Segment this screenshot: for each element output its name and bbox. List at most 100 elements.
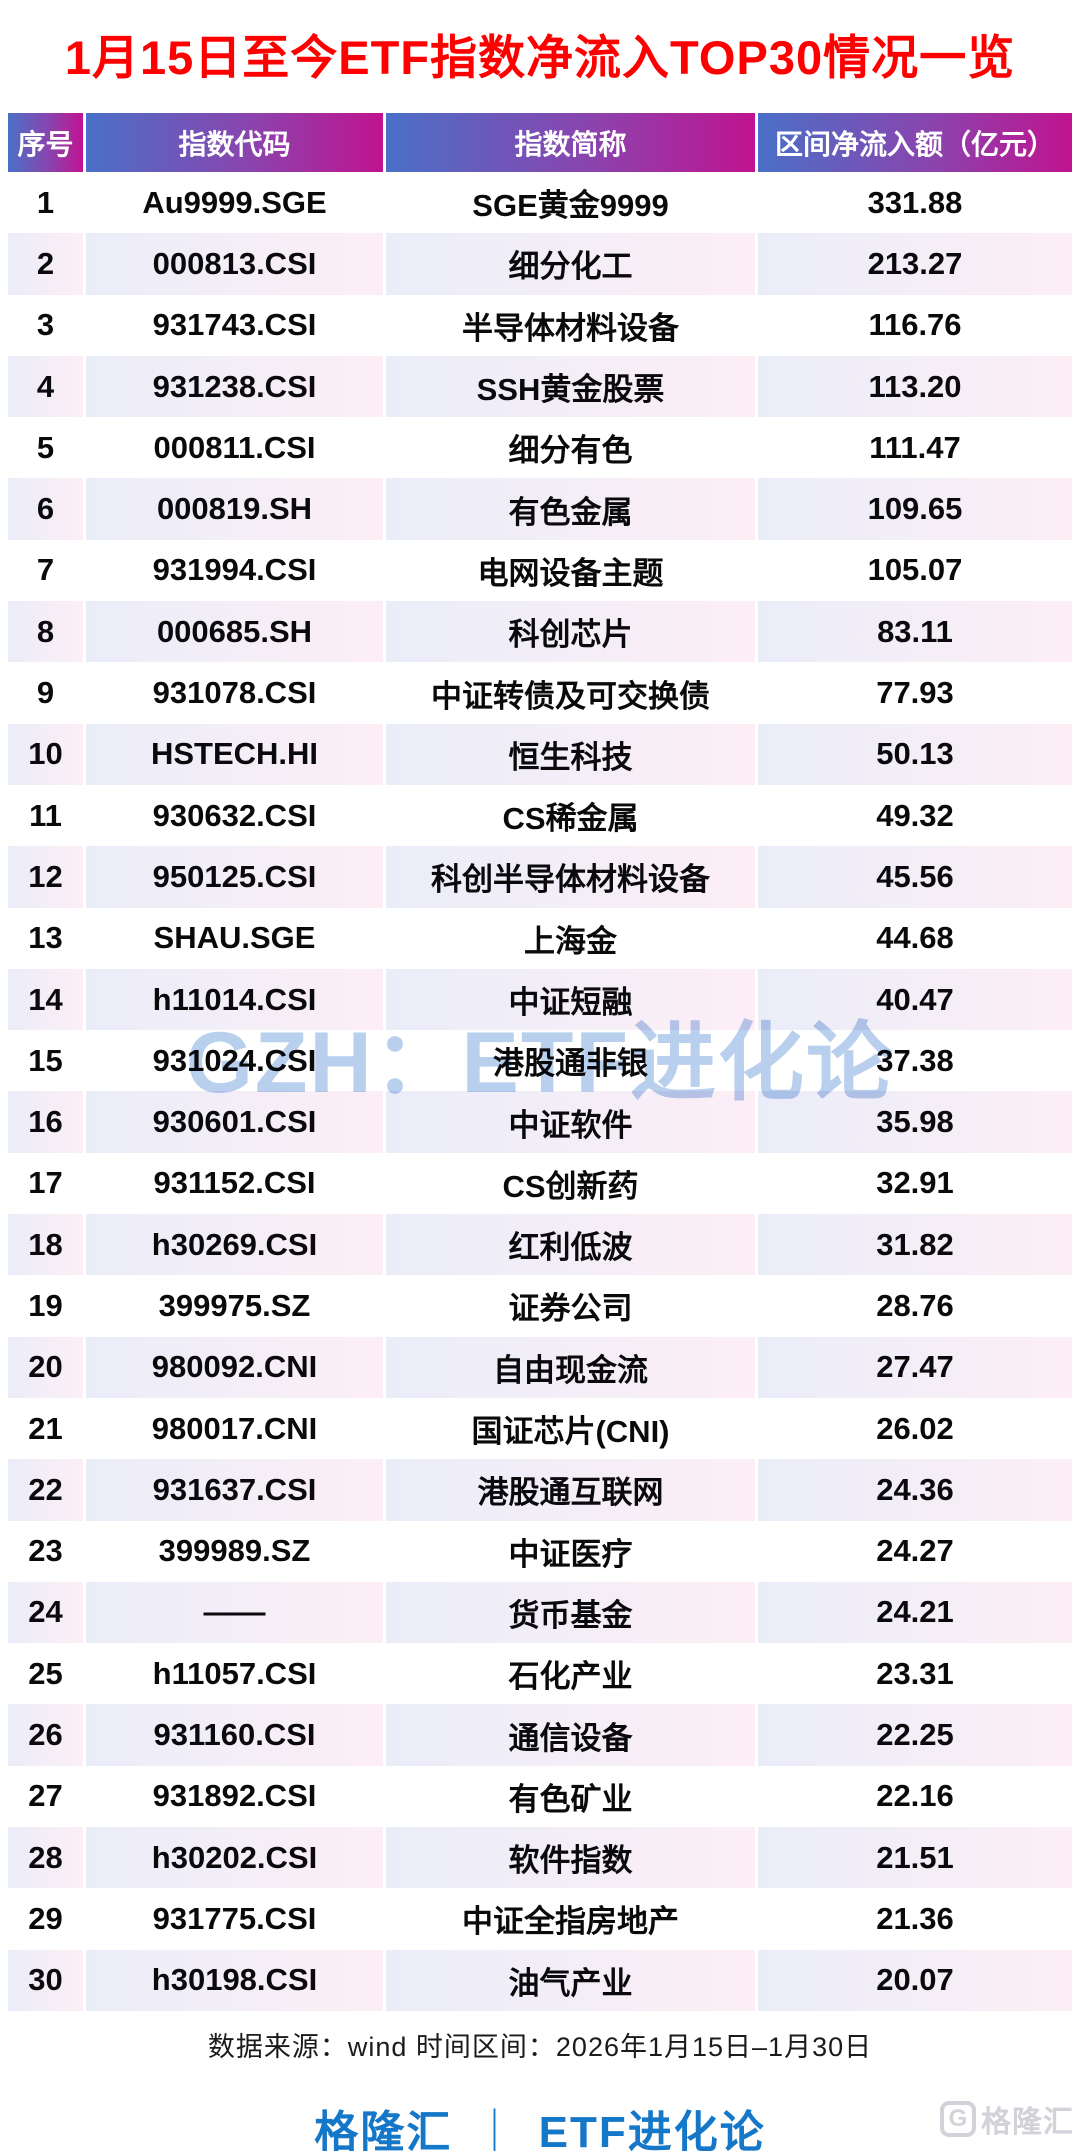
rank-cell: 3: [8, 294, 83, 356]
net-inflow-cell: 20.07: [758, 1949, 1072, 2011]
net-inflow-cell: 27.47: [758, 1336, 1072, 1398]
table-row: 5 000811.CSI 细分有色 111.47: [8, 417, 1072, 479]
net-inflow-cell: 37.38: [758, 1030, 1072, 1092]
index-code-cell: h30202.CSI: [86, 1827, 383, 1889]
net-inflow-cell: 50.13: [758, 723, 1072, 785]
index-name-cell: 货币基金: [386, 1581, 755, 1644]
header-net-inflow: 区间净流入额（亿元）: [758, 113, 1072, 172]
index-name-cell: 上海金: [386, 907, 755, 969]
table-row: 26 931160.CSI 通信设备 22.25: [8, 1704, 1072, 1766]
index-code-cell: 950125.CSI: [86, 846, 383, 908]
net-inflow-cell: 77.93: [758, 662, 1072, 724]
index-name-cell: CS创新药: [386, 1152, 755, 1215]
brand-line: 格隆汇 ｜ ETF进化论: [0, 2096, 1080, 2151]
table-row: 19 399975.SZ 证券公司 28.76: [8, 1275, 1072, 1337]
page-title: 1月15日至今ETF指数净流入TOP30情况一览: [64, 31, 1016, 84]
index-code-cell: 931743.CSI: [86, 294, 383, 356]
table-row: 4 931238.CSI SSH黄金股票 113.20: [8, 355, 1072, 418]
index-name-cell: 自由现金流: [386, 1336, 755, 1398]
table-row: 9 931078.CSI 中证转债及可交换债 77.93: [8, 662, 1072, 724]
index-name-cell: 国证芯片(CNI): [386, 1397, 755, 1460]
net-inflow-cell: 45.56: [758, 846, 1072, 908]
index-name-cell: 中证软件: [386, 1091, 755, 1153]
index-name-cell: 中证医疗: [386, 1520, 755, 1582]
index-name-cell: 石化产业: [386, 1643, 755, 1705]
table-row: 16 930601.CSI 中证软件 35.98: [8, 1091, 1072, 1153]
table-row: 17 931152.CSI CS创新药 32.91: [8, 1152, 1072, 1215]
net-inflow-cell: 111.47: [758, 417, 1072, 479]
index-name-cell: 证券公司: [386, 1275, 755, 1337]
index-code-cell: HSTECH.HI: [86, 723, 383, 785]
rank-cell: 24: [8, 1581, 83, 1644]
table-row: 27 931892.CSI 有色矿业 22.16: [8, 1765, 1072, 1828]
index-code-cell: 399989.SZ: [86, 1520, 383, 1582]
table-row: 13 SHAU.SGE 上海金 44.68: [8, 907, 1072, 969]
index-code-cell: 000813.CSI: [86, 233, 383, 295]
net-inflow-cell: 21.36: [758, 1888, 1072, 1950]
table-row: 30 h30198.CSI 油气产业 20.07: [8, 1949, 1072, 2011]
index-name-cell: CS稀金属: [386, 784, 755, 847]
index-name-cell: 科创芯片: [386, 601, 755, 663]
table-row: 7 931994.CSI 电网设备主题 105.07: [8, 539, 1072, 602]
net-inflow-cell: 22.16: [758, 1765, 1072, 1828]
index-code-cell: h30269.CSI: [86, 1214, 383, 1276]
net-inflow-cell: 23.31: [758, 1643, 1072, 1705]
rank-cell: 7: [8, 539, 83, 602]
index-code-cell: 000685.SH: [86, 601, 383, 663]
index-code-cell: ——: [86, 1581, 383, 1644]
index-code-cell: 980092.CNI: [86, 1336, 383, 1398]
table-row: 6 000819.SH 有色金属 109.65: [8, 478, 1072, 540]
net-inflow-cell: 83.11: [758, 601, 1072, 663]
net-inflow-cell: 32.91: [758, 1152, 1072, 1215]
index-name-cell: 油气产业: [386, 1949, 755, 2011]
index-code-cell: 931775.CSI: [86, 1888, 383, 1950]
header-index-code: 指数代码: [86, 113, 383, 172]
index-name-cell: SGE黄金9999: [386, 172, 755, 234]
net-inflow-cell: 44.68: [758, 907, 1072, 969]
net-inflow-cell: 213.27: [758, 233, 1072, 295]
rank-cell: 25: [8, 1643, 83, 1705]
rank-cell: 13: [8, 907, 83, 969]
table-row: 10 HSTECH.HI 恒生科技 50.13: [8, 723, 1072, 785]
brand-separator: ｜: [472, 2107, 519, 2151]
index-code-cell: 930601.CSI: [86, 1091, 383, 1153]
rank-cell: 14: [8, 968, 83, 1031]
table-row: 23 399989.SZ 中证医疗 24.27: [8, 1520, 1072, 1582]
rank-cell: 12: [8, 846, 83, 908]
table-row: 21 980017.CNI 国证芯片(CNI) 26.02: [8, 1397, 1072, 1460]
index-code-cell: 931160.CSI: [86, 1704, 383, 1766]
brand-right: ETF进化论: [538, 2107, 766, 2151]
net-inflow-cell: 113.20: [758, 355, 1072, 418]
data-source-note: 数据来源：wind 时间区间：2026年1月15日–1月30日: [207, 2031, 873, 2062]
rank-cell: 10: [8, 723, 83, 785]
net-inflow-cell: 116.76: [758, 294, 1072, 356]
rank-cell: 4: [8, 355, 83, 418]
table-row: 15 931024.CSI 港股通非银 37.38: [8, 1030, 1072, 1092]
brand-left: 格隆汇: [314, 2107, 453, 2151]
net-inflow-cell: 24.21: [758, 1581, 1072, 1644]
table-header: 序号 指数代码 指数简称 区间净流入额（亿元）: [8, 113, 1072, 172]
index-name-cell: 中证全指房地产: [386, 1888, 755, 1950]
index-name-cell: 有色矿业: [386, 1765, 755, 1828]
index-code-cell: h11014.CSI: [86, 968, 383, 1031]
rank-cell: 23: [8, 1520, 83, 1582]
table-row: 25 h11057.CSI 石化产业 23.31: [8, 1643, 1072, 1705]
gelonghui-logo-label: 格隆汇: [981, 2106, 1074, 2139]
table-row: 12 950125.CSI 科创半导体材料设备 45.56: [8, 846, 1072, 908]
rank-cell: 9: [8, 662, 83, 724]
index-name-cell: 软件指数: [386, 1827, 755, 1889]
index-code-cell: 931994.CSI: [86, 539, 383, 602]
table-row: 11 930632.CSI CS稀金属 49.32: [8, 784, 1072, 847]
rank-cell: 16: [8, 1091, 83, 1153]
rank-cell: 1: [8, 172, 83, 234]
index-name-cell: 半导体材料设备: [386, 294, 755, 356]
index-code-cell: 931892.CSI: [86, 1765, 383, 1828]
index-name-cell: 科创半导体材料设备: [386, 846, 755, 908]
index-name-cell: 港股通非银: [386, 1030, 755, 1092]
net-inflow-cell: 105.07: [758, 539, 1072, 602]
rank-cell: 5: [8, 417, 83, 479]
rank-cell: 22: [8, 1459, 83, 1521]
net-inflow-cell: 109.65: [758, 478, 1072, 540]
net-inflow-cell: 21.51: [758, 1827, 1072, 1889]
index-name-cell: 中证转债及可交换债: [386, 662, 755, 724]
